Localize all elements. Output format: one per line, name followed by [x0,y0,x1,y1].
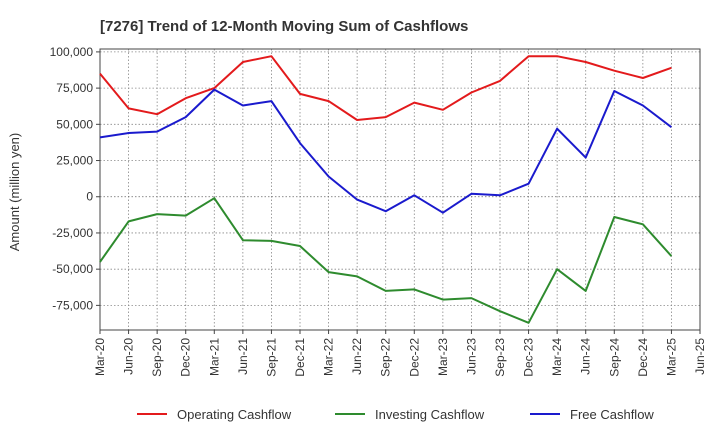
y-tick-label: 100,000 [50,45,94,59]
y-axis-ticks: 100,000 75,000 50,000 25,000 0 -25,000 -50,000… [50,45,100,312]
x-tick-label: Mar-20 [93,338,107,376]
x-tick-label: Dec-20 [179,338,193,377]
x-tick-label: Dec-24 [636,338,650,377]
y-axis-label: Amount (million yen) [7,133,22,252]
gridlines [100,49,700,330]
operating-cashflow-legend-label: Operating Cashflow [177,407,292,422]
investing-cashflow-legend-label: Investing Cashflow [375,407,485,422]
y-tick-label: -50,000 [52,262,93,276]
legend: Operating Cashflow Investing Cashflow Free… [137,407,654,422]
x-tick-label: Jun-23 [464,338,478,375]
x-tick-label: Dec-21 [293,338,307,377]
y-tick-label: -75,000 [52,298,93,312]
chart-title: [7276] Trend of 12-Month Moving Sum of C… [100,18,468,35]
x-tick-label: Mar-23 [436,338,450,376]
x-tick-label: Jun-22 [350,338,364,375]
y-tick-label: -25,000 [52,226,93,240]
x-tick-label: Jun-21 [236,338,250,375]
x-tick-label: Sep-20 [150,338,164,377]
x-axis-ticks: Mar-20 Jun-20 Sep-20 Dec-20 Mar-21 Jun-21 Sep-… [93,330,707,377]
series-lines [99,55,673,324]
x-tick-label: Dec-22 [407,338,421,377]
free-cashflow-line [99,88,673,214]
y-tick-label: 25,000 [56,154,93,168]
y-tick-label: 50,000 [56,117,93,131]
operating-cashflow-line [99,55,672,121]
free-cashflow-legend-label: Free Cashflow [570,407,654,422]
x-tick-label: Dec-23 [522,338,536,377]
x-tick-label: Jun-24 [579,338,593,375]
x-tick-label: Mar-24 [550,338,564,376]
x-tick-label: Jun-20 [122,338,136,375]
x-tick-label: Sep-22 [379,338,393,377]
x-tick-label: Sep-23 [493,338,507,377]
plot-area-frame [99,48,701,331]
investing-cashflow-line [99,197,673,324]
y-tick-label: 75,000 [56,81,93,95]
x-tick-label: Jun-25 [693,338,707,375]
x-tick-label: Sep-24 [607,338,621,377]
y-tick-label: 0 [86,190,93,204]
x-tick-label: Sep-21 [264,338,278,377]
x-tick-label: Mar-21 [207,338,221,376]
x-tick-label: Mar-25 [664,338,678,376]
x-tick-label: Mar-22 [322,338,336,376]
